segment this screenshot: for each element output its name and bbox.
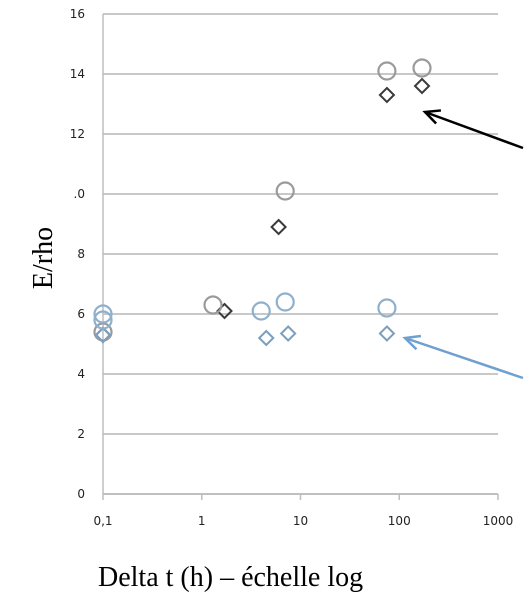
arrow-dark-head xyxy=(422,109,442,125)
circle-point xyxy=(275,292,295,312)
x-tick-label: 0,1 xyxy=(93,514,112,528)
x-tick-label: 1000 xyxy=(483,514,514,528)
diamond-point xyxy=(257,329,275,347)
x-tick-label: 100 xyxy=(388,514,411,528)
diamond-point xyxy=(279,325,297,342)
y-tick-label: 6 xyxy=(77,307,85,321)
circle-point xyxy=(203,295,223,315)
y-tick-label: .0 xyxy=(74,187,85,201)
y-tick-label: 12 xyxy=(70,127,85,141)
arrow-dark-shaft xyxy=(424,110,524,150)
circle-point xyxy=(93,310,113,330)
x-axis-label: Delta t (h) – échelle log xyxy=(98,562,363,593)
x-tick-labels: 0,1 1 10 100 1000 xyxy=(93,494,513,528)
circle-point xyxy=(251,301,271,321)
y-tick-label: 2 xyxy=(77,427,85,441)
annotation-arrows xyxy=(402,109,524,380)
diamond-point xyxy=(378,325,396,342)
circle-point xyxy=(93,304,113,324)
y-tick-label: 8 xyxy=(77,247,85,261)
diamond-point xyxy=(94,326,112,344)
circle-point xyxy=(275,181,295,201)
x-tick-label: 1 xyxy=(198,514,206,528)
y-tick-label: 0 xyxy=(77,487,85,501)
y-tick-label: 16 xyxy=(70,7,85,21)
diamond-point xyxy=(378,86,396,104)
data-points xyxy=(93,58,432,347)
diamond-point xyxy=(413,77,431,95)
circle-point xyxy=(377,61,397,81)
y-tick-label: 14 xyxy=(70,67,85,81)
arrow-blue-shaft xyxy=(404,336,524,380)
circle-point xyxy=(377,298,397,318)
diamond-point xyxy=(270,218,288,236)
y-tick-label: 4 xyxy=(77,367,85,381)
arrow-blue-head xyxy=(402,334,422,351)
x-tick-label: 10 xyxy=(293,514,308,528)
circle-point xyxy=(412,58,432,78)
gridlines xyxy=(103,13,498,495)
y-axis-label: E/rho xyxy=(28,227,59,289)
y-tick-labels: 0 2 4 6 8 .0 12 14 16 xyxy=(70,7,85,501)
